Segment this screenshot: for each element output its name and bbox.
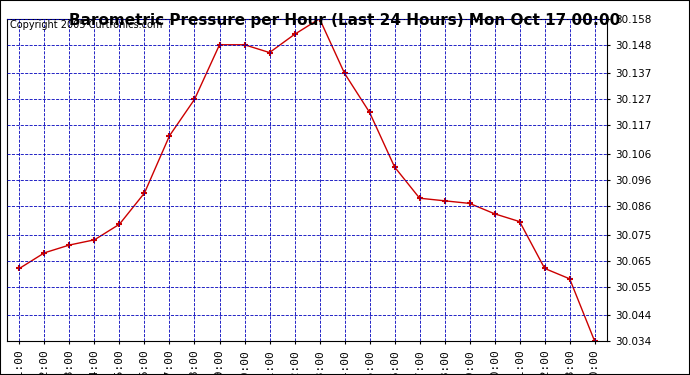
Text: Copyright 2005 Curtronics.com: Copyright 2005 Curtronics.com bbox=[10, 20, 162, 30]
Text: Barometric Pressure per Hour (Last 24 Hours) Mon Oct 17 00:00: Barometric Pressure per Hour (Last 24 Ho… bbox=[70, 13, 620, 28]
